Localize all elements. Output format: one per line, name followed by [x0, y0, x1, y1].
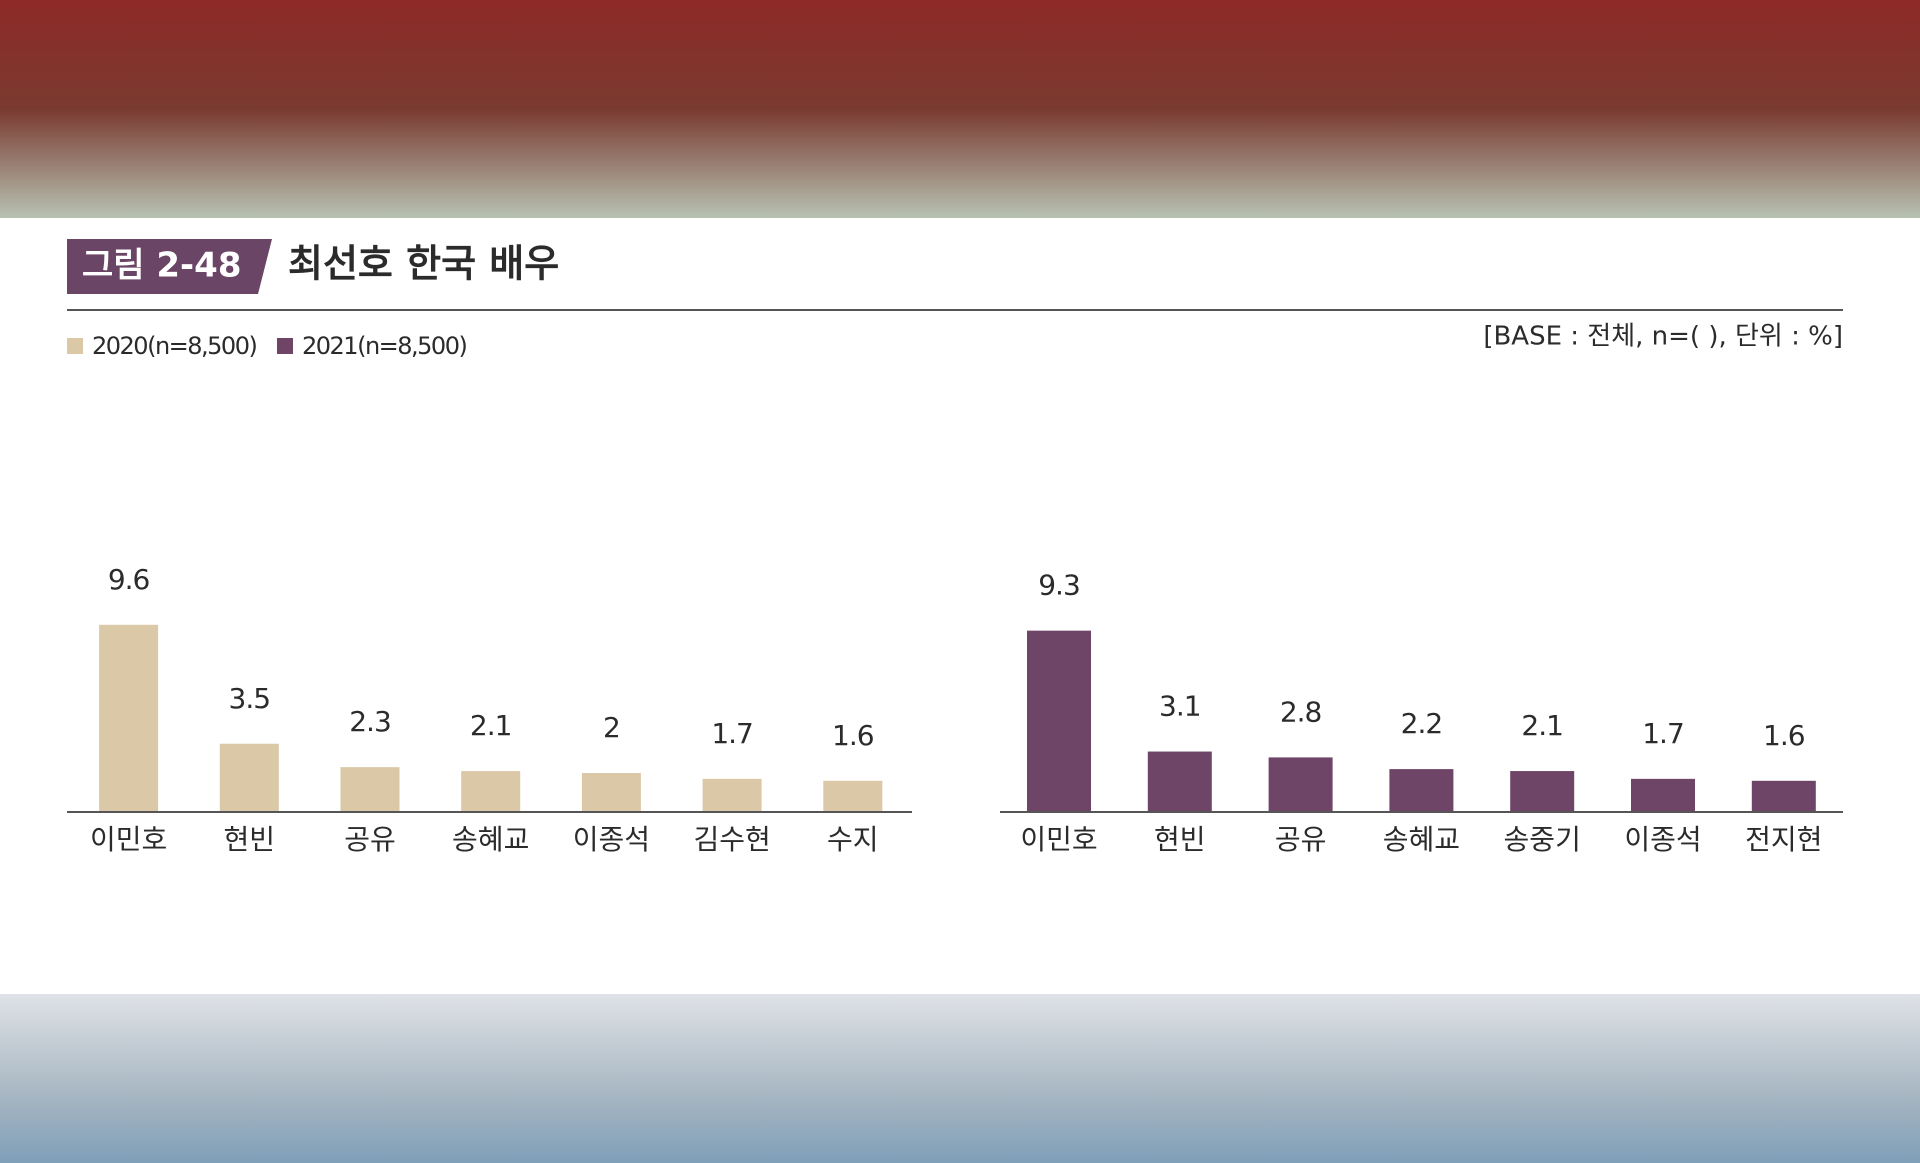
value-label: 2.3 [349, 705, 391, 738]
bar [581, 773, 641, 812]
legend: 2020(n=8,500) 2021(n=8,500) [67, 332, 468, 360]
bar [1631, 778, 1695, 812]
x-tick-label: 김수현 [693, 823, 770, 856]
bar [461, 771, 521, 812]
value-label: 1.7 [1642, 717, 1684, 750]
x-tick-label: 현빈 [1154, 823, 1206, 856]
value-label: 2.1 [470, 709, 512, 742]
x-tick-label: 이종석 [1624, 823, 1701, 856]
value-label: 2.8 [1280, 695, 1322, 728]
bar [1510, 771, 1575, 812]
bar [1389, 769, 1454, 812]
value-label: 2.1 [1521, 709, 1563, 742]
x-tick-label: 이민호 [1020, 823, 1097, 856]
bar [340, 767, 400, 812]
bar [1751, 780, 1816, 812]
value-label: 3.5 [229, 682, 271, 715]
bar [1027, 630, 1091, 812]
x-tick-label: 현빈 [224, 823, 276, 856]
figure-title: 최선호 한국 배우 [288, 242, 559, 286]
x-tick-label: 이민호 [90, 823, 167, 856]
bar [702, 778, 762, 812]
bar [823, 780, 883, 812]
value-label: 9.6 [108, 563, 150, 596]
bottom-background [0, 994, 1920, 1163]
bar [219, 743, 279, 812]
legend-label: 2021(n=8,500) [302, 332, 466, 360]
bar [99, 624, 159, 812]
bar [1268, 757, 1333, 812]
x-tick-label: 송중기 [1504, 823, 1581, 856]
note: [BASE : 전체, n=( ), 단위 : %] [1483, 322, 1843, 352]
figure-label: 그림 2-48 [82, 246, 241, 286]
value-label: 1.6 [1763, 719, 1805, 752]
x-tick-label: 공유 [1275, 823, 1327, 856]
x-tick-label: 수지 [827, 823, 879, 856]
value-label: 3.1 [1159, 690, 1201, 723]
x-tick-label: 이종석 [573, 823, 650, 856]
x-tick-label: 송혜교 [452, 823, 529, 856]
value-label: 2 [603, 711, 620, 744]
value-label: 1.7 [711, 717, 753, 750]
x-tick-label: 전지현 [1745, 823, 1822, 856]
bar [1147, 751, 1212, 812]
x-tick-label: 공유 [344, 823, 396, 856]
x-tick-label: 송혜교 [1383, 823, 1460, 856]
value-label: 9.3 [1038, 569, 1080, 602]
value-label: 2.2 [1401, 707, 1443, 740]
top-background [0, 0, 1920, 218]
legend-label: 2020(n=8,500) [92, 332, 256, 360]
figure-badge [67, 239, 272, 294]
legend-swatch [277, 338, 293, 354]
legend-swatch [67, 338, 83, 354]
value-label: 1.6 [832, 719, 874, 752]
